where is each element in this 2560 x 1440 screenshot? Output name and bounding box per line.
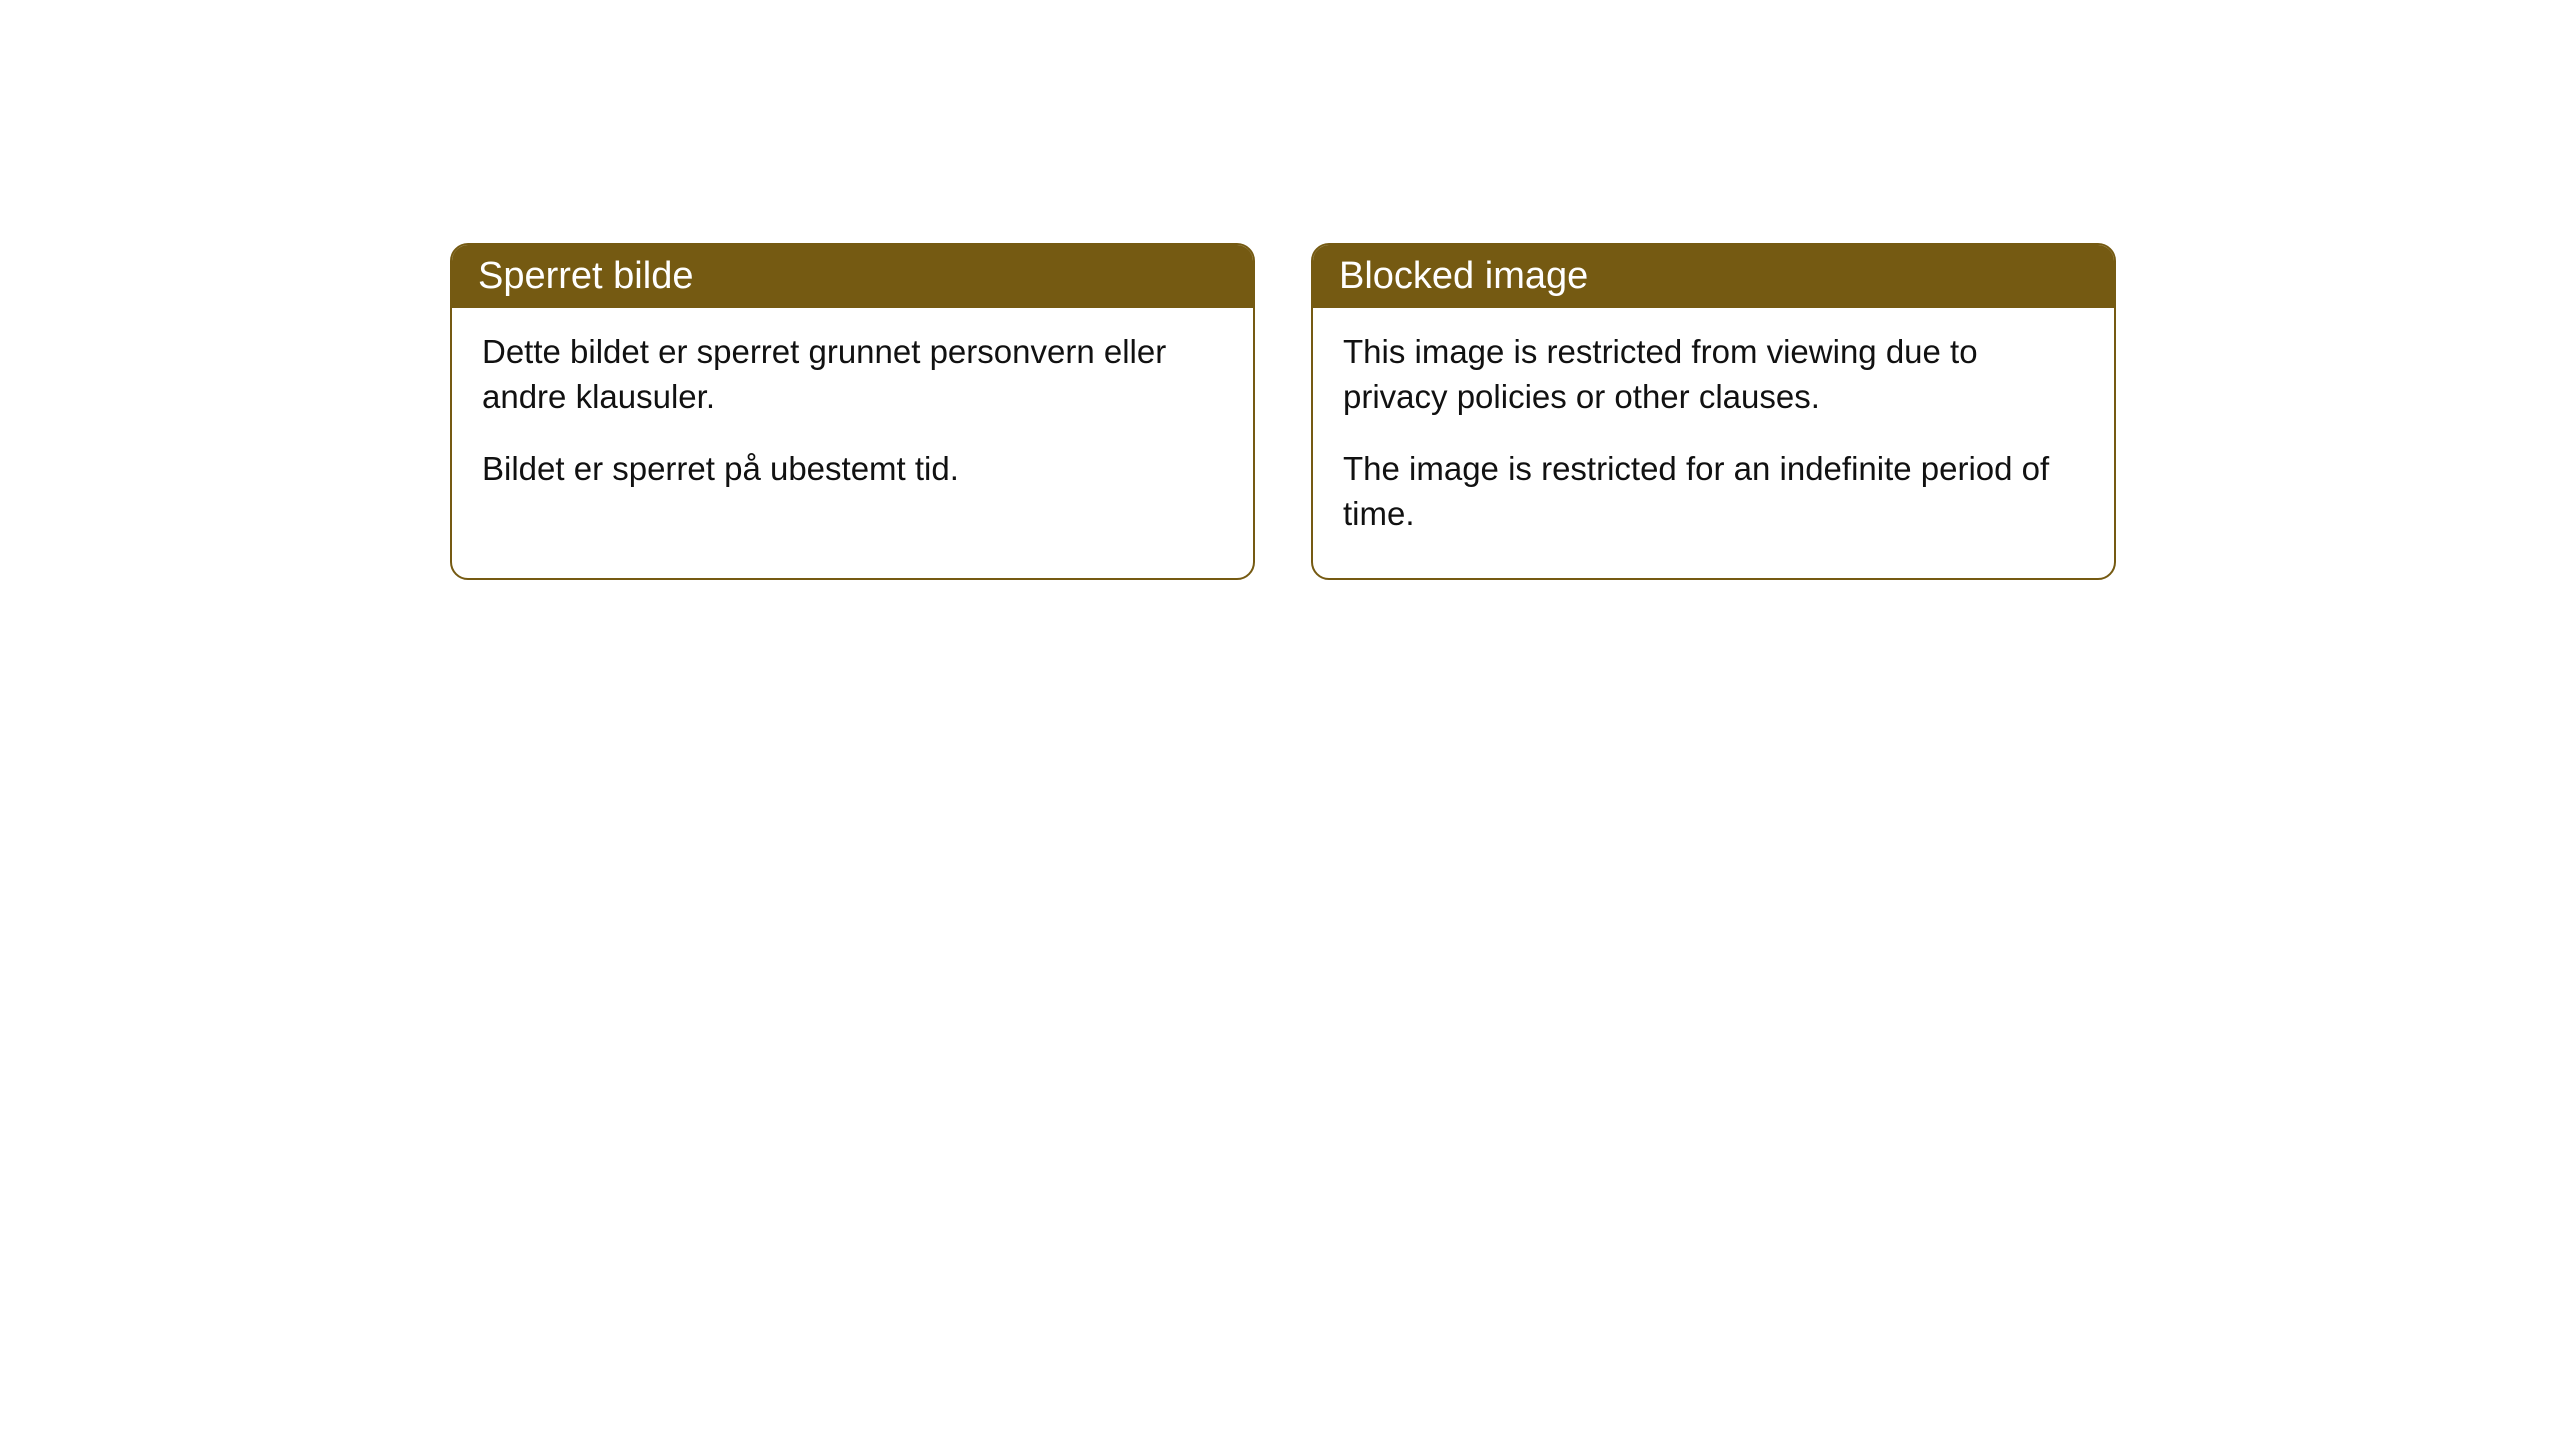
card-title: Sperret bilde (452, 245, 1253, 308)
card-paragraph: Bildet er sperret på ubestemt tid. (482, 447, 1223, 492)
notice-cards-container: Sperret bilde Dette bildet er sperret gr… (0, 0, 2560, 580)
card-body: This image is restricted from viewing du… (1313, 308, 2114, 578)
card-paragraph: This image is restricted from viewing du… (1343, 330, 2084, 419)
notice-card-english: Blocked image This image is restricted f… (1311, 243, 2116, 580)
card-title: Blocked image (1313, 245, 2114, 308)
card-paragraph: The image is restricted for an indefinit… (1343, 447, 2084, 536)
notice-card-norwegian: Sperret bilde Dette bildet er sperret gr… (450, 243, 1255, 580)
card-body: Dette bildet er sperret grunnet personve… (452, 308, 1253, 534)
card-paragraph: Dette bildet er sperret grunnet personve… (482, 330, 1223, 419)
